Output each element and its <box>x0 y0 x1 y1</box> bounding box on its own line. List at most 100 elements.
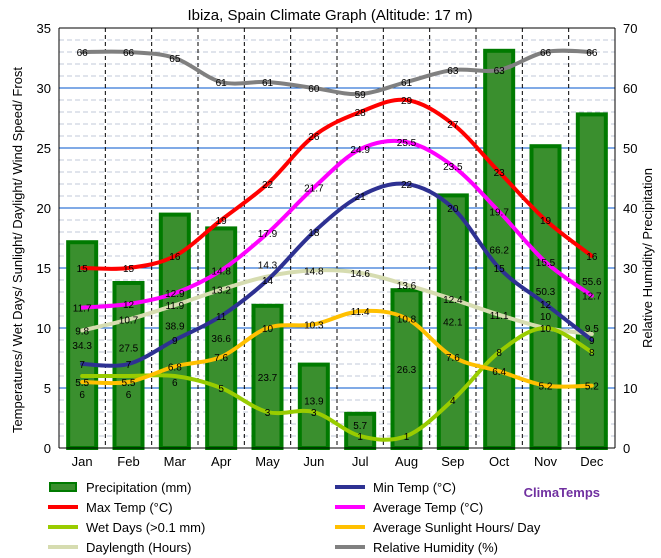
min-temp-c-data-label: 14 <box>262 276 274 287</box>
x-tick-label: Jan <box>72 454 93 469</box>
precipitation-data-label: 50.3 <box>536 287 556 298</box>
x-tick-label: Nov <box>534 454 558 469</box>
y-tick-right: 20 <box>623 321 637 336</box>
precipitation-data-label: 42.1 <box>443 318 463 329</box>
y-tick-right: 0 <box>623 441 630 456</box>
x-tick-label: May <box>255 454 280 469</box>
wet-days-mm-data-label: 1 <box>404 432 410 443</box>
legend-label-wet-days-mm: Wet Days (>0.1 mm) <box>86 520 205 535</box>
max-temp-c-data-label: 23 <box>494 168 506 179</box>
relative-humidity-data-label: 65 <box>169 54 181 65</box>
max-temp-c-data-label: 19 <box>216 216 228 227</box>
wet-days-mm-line <box>80 325 594 442</box>
wet-days-mm-data-label: 6 <box>172 378 178 389</box>
wet-days-mm-data-label: 8 <box>496 348 502 359</box>
wet-days-mm-data-label: 3 <box>265 408 271 419</box>
daylength-hours-line <box>80 268 594 336</box>
average-sunlight-hours-day-data-label: 10.8 <box>397 314 417 325</box>
precipitation-bar <box>205 226 238 450</box>
min-temp-c-data-label: 9 <box>172 336 178 347</box>
min-temp-c-data-label: 9 <box>589 336 595 347</box>
y-tick-right: 60 <box>623 81 637 96</box>
precipitation-bar <box>483 48 516 451</box>
min-temp-c-data-label: 15 <box>494 264 506 275</box>
precipitation-data-label: 26.3 <box>397 365 417 376</box>
daylength-hours-data-label: 11.1 <box>490 311 509 322</box>
max-temp-c-data-label: 16 <box>586 252 598 263</box>
average-temp-c-data-label: 14.8 <box>211 266 231 277</box>
legend-label-max-temp-c: Max Temp (°C) <box>86 500 173 515</box>
daylength-hours-data-label: 14.6 <box>350 269 370 280</box>
x-tick-label: Apr <box>211 454 232 469</box>
y-tick-left: 15 <box>37 261 51 276</box>
average-sunlight-hours-day-data-label: 10 <box>262 324 274 335</box>
max-temp-c-data-label: 26 <box>308 132 320 143</box>
legend-label-daylength-hours: Daylength (Hours) <box>86 540 192 555</box>
daylength-hours-data-label: 13.6 <box>397 281 417 292</box>
precipitation-data-label: 5.7 <box>353 421 367 432</box>
average-temp-c-line <box>80 138 594 310</box>
wet-days-mm-data-label: 6 <box>79 390 85 401</box>
max-temp-c-data-label: 19 <box>540 216 552 227</box>
legend-label-relative-humidity: Relative Humidity (%) <box>373 540 498 555</box>
relative-humidity-data-label: 63 <box>447 66 459 77</box>
average-temp-c-data-label: 23.5 <box>443 162 463 173</box>
relative-humidity-line <box>80 48 594 97</box>
y-tick-left: 10 <box>37 321 51 336</box>
average-sunlight-hours-day-data-label: 5.2 <box>585 382 599 393</box>
average-sunlight-hours-day-line <box>80 308 594 389</box>
precipitation-data-label: 23.7 <box>258 373 278 384</box>
y-tick-left: 25 <box>37 141 51 156</box>
precipitation-data-label: 27.5 <box>119 344 139 355</box>
daylength-hours-data-label: 9.8 <box>75 326 89 337</box>
relative-humidity-data-label: 60 <box>308 84 320 95</box>
y-axis-left-label: Temperatures/ Wet Days/ Sunlight/ Daylig… <box>10 67 25 433</box>
max-temp-c-data-label: 27 <box>447 120 459 131</box>
average-temp-c-data-label: 24.9 <box>350 145 370 156</box>
average-sunlight-hours-day-data-label: 7.6 <box>214 353 228 364</box>
max-temp-c-data-label: 28 <box>355 108 367 119</box>
relative-humidity-data-label: 61 <box>216 78 228 89</box>
wet-days-mm-data-label: 5 <box>218 384 224 395</box>
legend-label-average-temp-c: Average Temp (°C) <box>373 500 483 515</box>
average-temp-c-data-label: 12 <box>123 300 135 311</box>
average-sunlight-hours-day-data-label: 11.4 <box>351 307 370 318</box>
x-tick-label: Jul <box>352 454 369 469</box>
daylength-hours-data-label: 12.4 <box>443 295 463 306</box>
y-tick-right: 50 <box>623 141 637 156</box>
y-tick-left: 0 <box>44 441 51 456</box>
x-tick-label: Mar <box>164 454 187 469</box>
min-temp-c-data-label: 18 <box>308 228 320 239</box>
x-tick-label: Feb <box>117 454 139 469</box>
daylength-hours-data-label: 13.2 <box>211 286 231 297</box>
precipitation-data-label: 34.3 <box>72 341 92 352</box>
min-temp-c-data-label: 22 <box>401 180 413 191</box>
precipitation-data-label: 66.2 <box>489 245 509 256</box>
min-temp-c-data-label: 11 <box>216 312 227 323</box>
daylength-hours-data-label: 10 <box>540 324 552 335</box>
legend-label-average-sunlight-hours-day: Average Sunlight Hours/ Day <box>373 520 541 535</box>
average-temp-c-data-label: 12.9 <box>165 289 185 300</box>
average-sunlight-hours-day-data-label: 5.5 <box>122 378 136 389</box>
relative-humidity-data-label: 66 <box>123 48 135 59</box>
daylength-hours-data-label: 14.3 <box>258 260 278 271</box>
precipitation-data-label: 13.9 <box>304 396 324 407</box>
average-sunlight-hours-day-data-label: 5.2 <box>539 382 553 393</box>
legend-label-min-temp-c: Min Temp (°C) <box>373 480 456 495</box>
max-temp-c-data-label: 22 <box>262 180 274 191</box>
relative-humidity-data-label: 61 <box>401 78 413 89</box>
x-tick-label: Oct <box>489 454 510 469</box>
y-tick-left: 30 <box>37 81 51 96</box>
average-sunlight-hours-day-data-label: 6.4 <box>492 367 506 378</box>
average-temp-c-data-label: 17.9 <box>258 229 278 240</box>
min-temp-c-data-label: 20 <box>447 204 459 215</box>
max-temp-c-data-label: 15 <box>77 264 89 275</box>
precipitation-data-label: 36.6 <box>211 334 231 345</box>
relative-humidity-data-label: 63 <box>494 66 506 77</box>
precipitation-data-label: 55.6 <box>582 277 602 288</box>
wet-days-mm-data-label: 4 <box>450 396 456 407</box>
x-tick-label: Sep <box>441 454 464 469</box>
y-tick-left: 20 <box>37 201 51 216</box>
x-tick-label: Aug <box>395 454 418 469</box>
relative-humidity-data-label: 66 <box>586 48 598 59</box>
